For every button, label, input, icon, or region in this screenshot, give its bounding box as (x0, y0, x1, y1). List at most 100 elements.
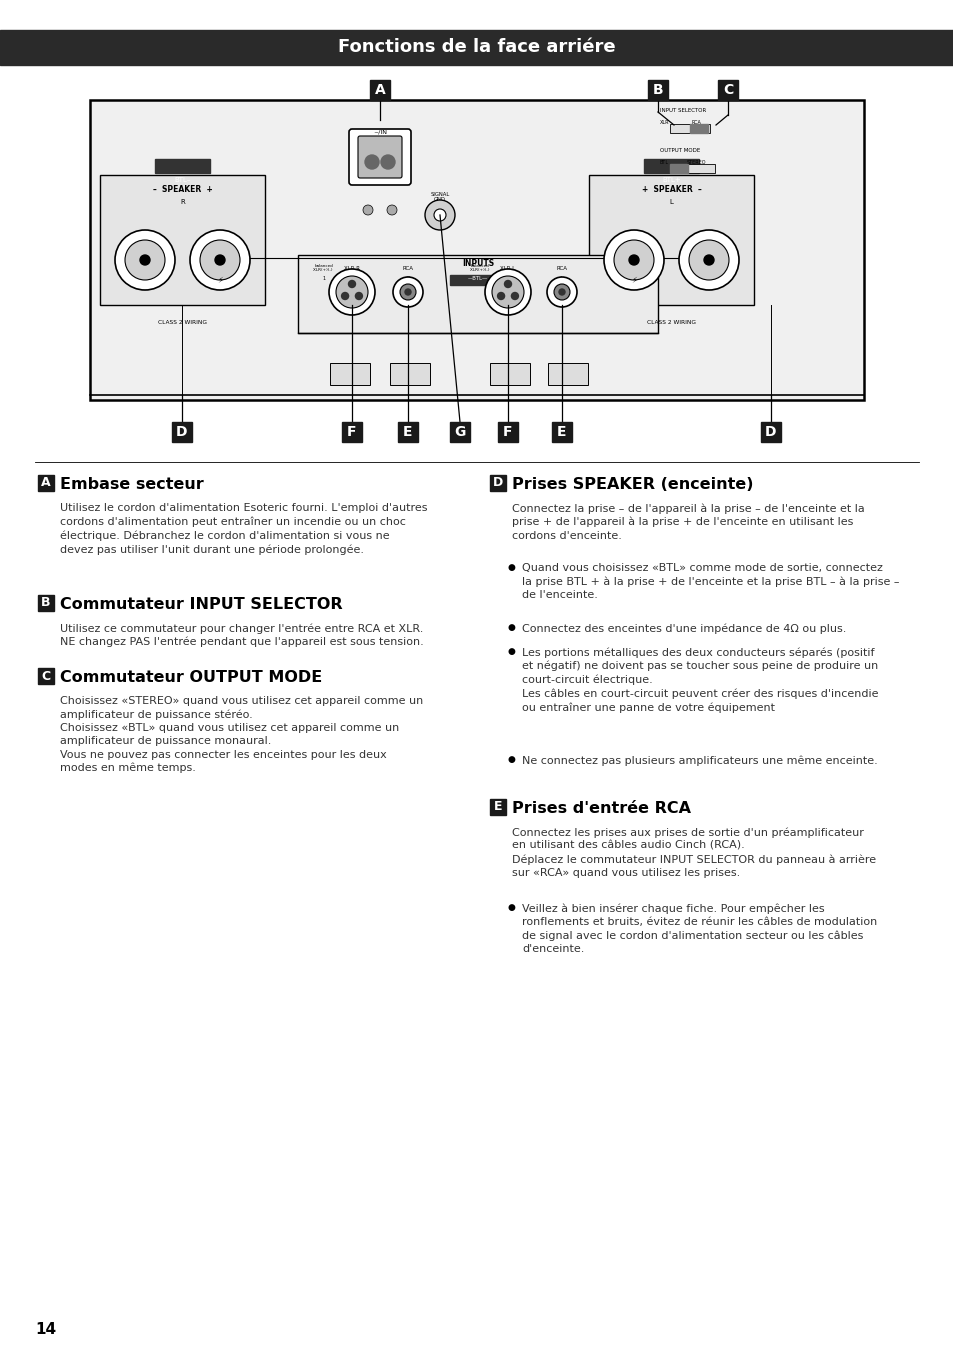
Bar (669, 163, 714, 173)
Text: 14: 14 (35, 1323, 56, 1338)
Bar (450, 423, 470, 441)
Text: B: B (41, 597, 51, 609)
Bar (341, 423, 361, 441)
Text: A: A (41, 477, 51, 490)
Circle shape (214, 255, 225, 265)
Bar (497, 423, 517, 441)
Circle shape (341, 293, 348, 300)
Text: XLR: XLR (659, 120, 669, 126)
Text: R: R (406, 275, 409, 281)
Circle shape (399, 284, 416, 300)
Bar (490, 475, 505, 491)
Text: B: B (652, 82, 662, 97)
Text: R: R (180, 198, 185, 205)
Text: BTL: BTL (659, 161, 668, 165)
Bar (718, 80, 738, 100)
Text: Commutateur INPUT SELECTOR: Commutateur INPUT SELECTOR (60, 597, 342, 612)
Text: G: G (454, 425, 465, 439)
Text: STEREO: STEREO (686, 161, 706, 165)
Circle shape (335, 275, 368, 308)
Text: Connectez la prise – de l'appareil à la prise – de l'enceinte et la
prise + de l: Connectez la prise – de l'appareil à la … (512, 504, 863, 540)
Circle shape (558, 289, 564, 296)
Text: CLASS 2 WIRING: CLASS 2 WIRING (646, 320, 696, 325)
Circle shape (348, 281, 355, 288)
Circle shape (115, 230, 174, 290)
Bar (38, 668, 54, 684)
Text: XLR L: XLR L (500, 266, 515, 270)
Text: ●: ● (507, 755, 516, 764)
Text: ⚡: ⚡ (217, 275, 223, 285)
Circle shape (628, 255, 639, 265)
Bar (330, 363, 370, 385)
Text: A: A (375, 82, 385, 97)
Text: Prises d'entrée RCA: Prises d'entrée RCA (512, 801, 690, 815)
Text: F: F (503, 425, 512, 439)
Text: L: L (560, 275, 563, 281)
Bar (490, 799, 505, 815)
Bar (552, 423, 572, 441)
Text: 1: 1 (478, 275, 481, 281)
Bar (297, 255, 658, 333)
Text: D: D (176, 425, 188, 439)
Circle shape (614, 240, 654, 279)
Bar (172, 423, 192, 441)
Bar (450, 275, 505, 285)
Text: F: F (347, 425, 356, 439)
FancyBboxPatch shape (349, 130, 411, 185)
Bar (760, 423, 781, 441)
Circle shape (703, 255, 713, 265)
Bar (669, 163, 687, 173)
Bar (647, 80, 667, 100)
Bar (100, 176, 265, 305)
Circle shape (387, 205, 396, 215)
Text: Connectez des enceintes d'une impédance de 4Ω ou plus.: Connectez des enceintes d'une impédance … (521, 622, 845, 633)
Circle shape (492, 275, 523, 308)
Circle shape (125, 240, 165, 279)
Circle shape (393, 277, 422, 306)
Circle shape (504, 281, 511, 288)
Bar (154, 159, 210, 173)
Circle shape (688, 240, 728, 279)
Text: ●: ● (507, 622, 516, 632)
Text: RCA: RCA (691, 120, 701, 126)
Circle shape (355, 293, 362, 300)
Text: —BTL—: —BTL— (467, 277, 488, 282)
Circle shape (603, 230, 663, 290)
Text: Fonctions de la face arriére: Fonctions de la face arriére (337, 38, 616, 55)
Circle shape (484, 269, 531, 315)
Bar (0, 30, 953, 65)
Circle shape (497, 293, 504, 300)
Circle shape (329, 269, 375, 315)
Text: ~/IN: ~/IN (373, 130, 387, 135)
Bar (397, 423, 417, 441)
Circle shape (365, 155, 378, 169)
Bar (588, 176, 753, 305)
Circle shape (434, 209, 446, 221)
Bar (669, 124, 709, 134)
Text: Embase secteur: Embase secteur (60, 477, 204, 491)
Circle shape (554, 284, 569, 300)
Circle shape (200, 240, 240, 279)
Text: ●: ● (507, 563, 516, 572)
Text: E: E (403, 425, 413, 439)
Text: E: E (494, 801, 501, 814)
Text: ●: ● (507, 647, 516, 656)
Bar (38, 595, 54, 612)
Text: ⚡: ⚡ (630, 275, 637, 285)
Text: SIGNAL
GND: SIGNAL GND (430, 192, 449, 202)
Text: balanced
XLR(+)(-): balanced XLR(+)(-) (313, 263, 335, 273)
Text: C: C (41, 670, 51, 683)
Bar (547, 363, 587, 385)
Text: OUTPUT MODE: OUTPUT MODE (659, 148, 700, 153)
Text: 1: 1 (322, 275, 325, 281)
Circle shape (380, 155, 395, 169)
Bar (38, 475, 54, 491)
Text: Quand vous choisissez «BTL» comme mode de sortie, connectez
la prise BTL + à la : Quand vous choisissez «BTL» comme mode d… (521, 563, 899, 601)
Text: 1: 1 (506, 275, 509, 281)
Text: Utilisez ce commutateur pour changer l'entrée entre RCA et XLR.
NE changez PAS l: Utilisez ce commutateur pour changer l'e… (60, 622, 423, 648)
Circle shape (140, 255, 150, 265)
Text: XLR R: XLR R (344, 266, 359, 270)
Text: +  SPEAKER  –: + SPEAKER – (641, 185, 700, 194)
Circle shape (363, 205, 373, 215)
Text: E: E (557, 425, 566, 439)
